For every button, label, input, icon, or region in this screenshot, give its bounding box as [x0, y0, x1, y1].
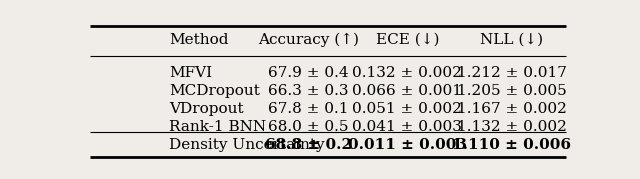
- Text: NLL (↓): NLL (↓): [480, 33, 543, 47]
- Text: 1.110 ± 0.006: 1.110 ± 0.006: [452, 138, 571, 152]
- Text: 0.066 ± 0.001: 0.066 ± 0.001: [353, 84, 462, 98]
- Text: 67.9 ± 0.4: 67.9 ± 0.4: [268, 66, 348, 80]
- Text: 0.051 ± 0.002: 0.051 ± 0.002: [353, 102, 462, 116]
- Text: VDropout: VDropout: [169, 102, 244, 116]
- Text: MFVI: MFVI: [169, 66, 212, 80]
- Text: Density Uncertainty: Density Uncertainty: [169, 138, 325, 152]
- Text: 0.132 ± 0.002: 0.132 ± 0.002: [353, 66, 462, 80]
- Text: 1.205 ± 0.005: 1.205 ± 0.005: [457, 84, 566, 98]
- Text: Accuracy (↑): Accuracy (↑): [258, 33, 358, 47]
- Text: 1.132 ± 0.002: 1.132 ± 0.002: [456, 120, 566, 134]
- Text: 67.8 ± 0.1: 67.8 ± 0.1: [268, 102, 348, 116]
- Text: ECE (↓): ECE (↓): [376, 33, 439, 47]
- Text: 1.167 ± 0.002: 1.167 ± 0.002: [456, 102, 566, 116]
- Text: 0.041 ± 0.003: 0.041 ± 0.003: [353, 120, 462, 134]
- Text: 66.3 ± 0.3: 66.3 ± 0.3: [268, 84, 348, 98]
- Text: 68.0 ± 0.5: 68.0 ± 0.5: [268, 120, 348, 134]
- Text: MCDropout: MCDropout: [169, 84, 260, 98]
- Text: Rank-1 BNN: Rank-1 BNN: [169, 120, 266, 134]
- Text: 0.011 ± 0.003: 0.011 ± 0.003: [348, 138, 467, 152]
- Text: 1.212 ± 0.017: 1.212 ± 0.017: [456, 66, 566, 80]
- Text: 68.8 ± 0.2: 68.8 ± 0.2: [265, 138, 351, 152]
- Text: Method: Method: [169, 33, 228, 47]
